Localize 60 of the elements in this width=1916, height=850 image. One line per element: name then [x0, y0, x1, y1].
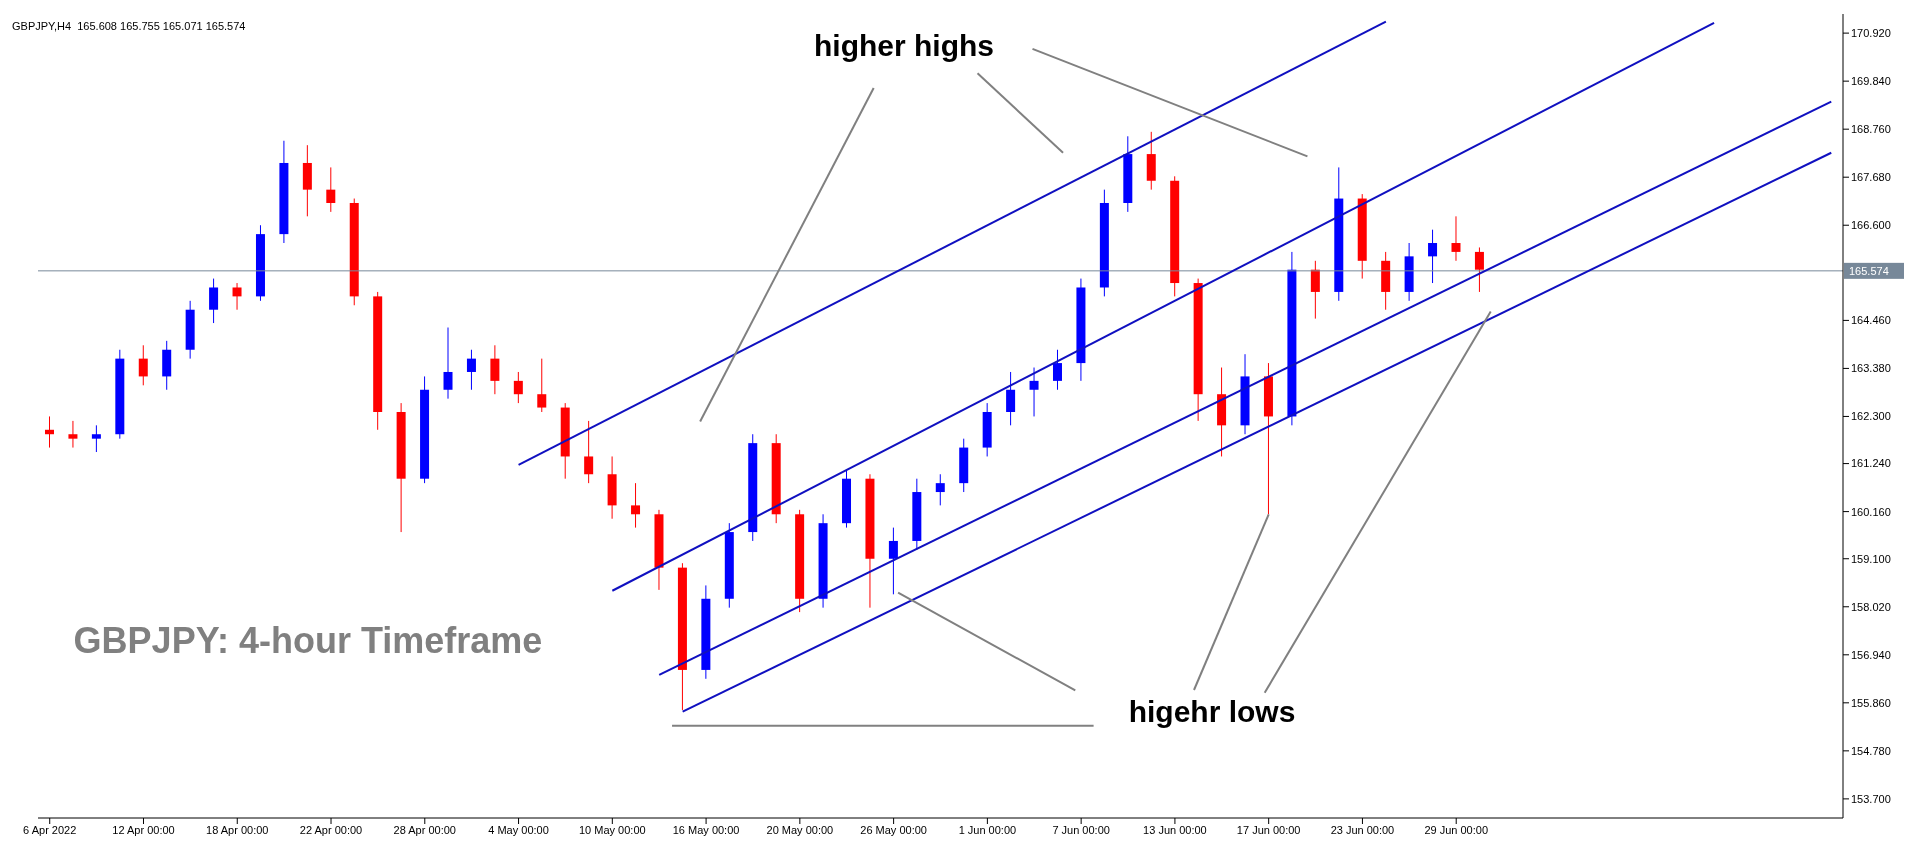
candlestick [1474, 246, 1484, 293]
annotation: higher highs [814, 29, 994, 63]
y-tick-label: 159.100 [1851, 552, 1891, 565]
ref-line-label: 165.574 [1849, 264, 1889, 277]
x-tick-label: 10 May 00:00 [578, 823, 646, 836]
candlestick [513, 371, 523, 404]
x-tick-label: 28 Apr 00:00 [393, 823, 456, 836]
candlestick [209, 278, 219, 324]
candlestick [232, 282, 242, 311]
candlestick [91, 424, 101, 453]
candlestick [490, 344, 500, 395]
candlestick [1029, 367, 1039, 417]
candlestick [1428, 229, 1438, 284]
candlestick [326, 166, 336, 213]
candlestick [1310, 260, 1320, 320]
candlestick [443, 327, 453, 400]
x-tick-label: 22 Apr 00:00 [299, 823, 363, 836]
x-tick-label: 20 May 00:00 [766, 823, 834, 836]
candlestick [1052, 349, 1062, 391]
y-tick-label: 158.020 [1851, 600, 1891, 613]
x-tick-label: 17 Jun 00:00 [1236, 823, 1301, 836]
candlestick [138, 344, 148, 386]
candlestick [888, 527, 898, 595]
x-tick-label: 12 Apr 00:00 [112, 823, 175, 836]
x-tick-label: 4 May 00:00 [488, 823, 549, 836]
y-tick-label: 154.780 [1851, 744, 1891, 757]
annotation: higehr lows [1128, 695, 1296, 729]
y-tick-label: 168.760 [1851, 123, 1891, 136]
y-tick-label: 155.860 [1851, 696, 1891, 709]
y-tick-label: 163.380 [1851, 362, 1891, 375]
y-tick-label: 170.920 [1851, 27, 1891, 40]
y-tick-label: 162.300 [1851, 410, 1891, 423]
candlestick [1451, 215, 1461, 262]
candlestick [631, 482, 641, 529]
text: GBPJPY,H4 165.608 165.755 165.071 165.574 [12, 20, 246, 32]
x-tick-label: 26 May 00:00 [860, 823, 927, 836]
y-tick-label: 161.240 [1851, 457, 1891, 470]
candlestick [1006, 371, 1016, 426]
y-tick-label: 166.600 [1851, 219, 1891, 232]
x-tick-label: 13 Jun 00:00 [1143, 823, 1207, 836]
y-tick-label: 153.700 [1851, 792, 1891, 805]
y-tick-label: 167.680 [1851, 171, 1891, 184]
x-tick-label: 23 Jun 00:00 [1330, 823, 1395, 836]
candlestick [466, 349, 476, 391]
candlestick [68, 420, 78, 449]
y-tick-label: 164.460 [1851, 314, 1891, 327]
x-tick-label: 1 Jun 00:00 [958, 823, 1017, 836]
x-tick-label: 18 Apr 00:00 [206, 823, 269, 836]
y-tick-label: 169.840 [1851, 75, 1891, 88]
candlestick [45, 415, 54, 449]
y-tick-label: 156.940 [1851, 648, 1891, 661]
x-tick-label: 7 Jun 00:00 [1052, 823, 1110, 836]
y-tick-label: 160.160 [1851, 505, 1891, 518]
x-tick-label: 6 Apr 2022 [23, 823, 77, 836]
x-tick-label: 16 May 00:00 [672, 823, 740, 836]
candlestick [537, 358, 547, 413]
x-tick-label: 29 Jun 00:00 [1424, 823, 1489, 836]
candlestick [584, 420, 594, 484]
candlestick [935, 473, 945, 506]
annotation: GBPJPY: 4-hour Timeframe [73, 620, 543, 662]
